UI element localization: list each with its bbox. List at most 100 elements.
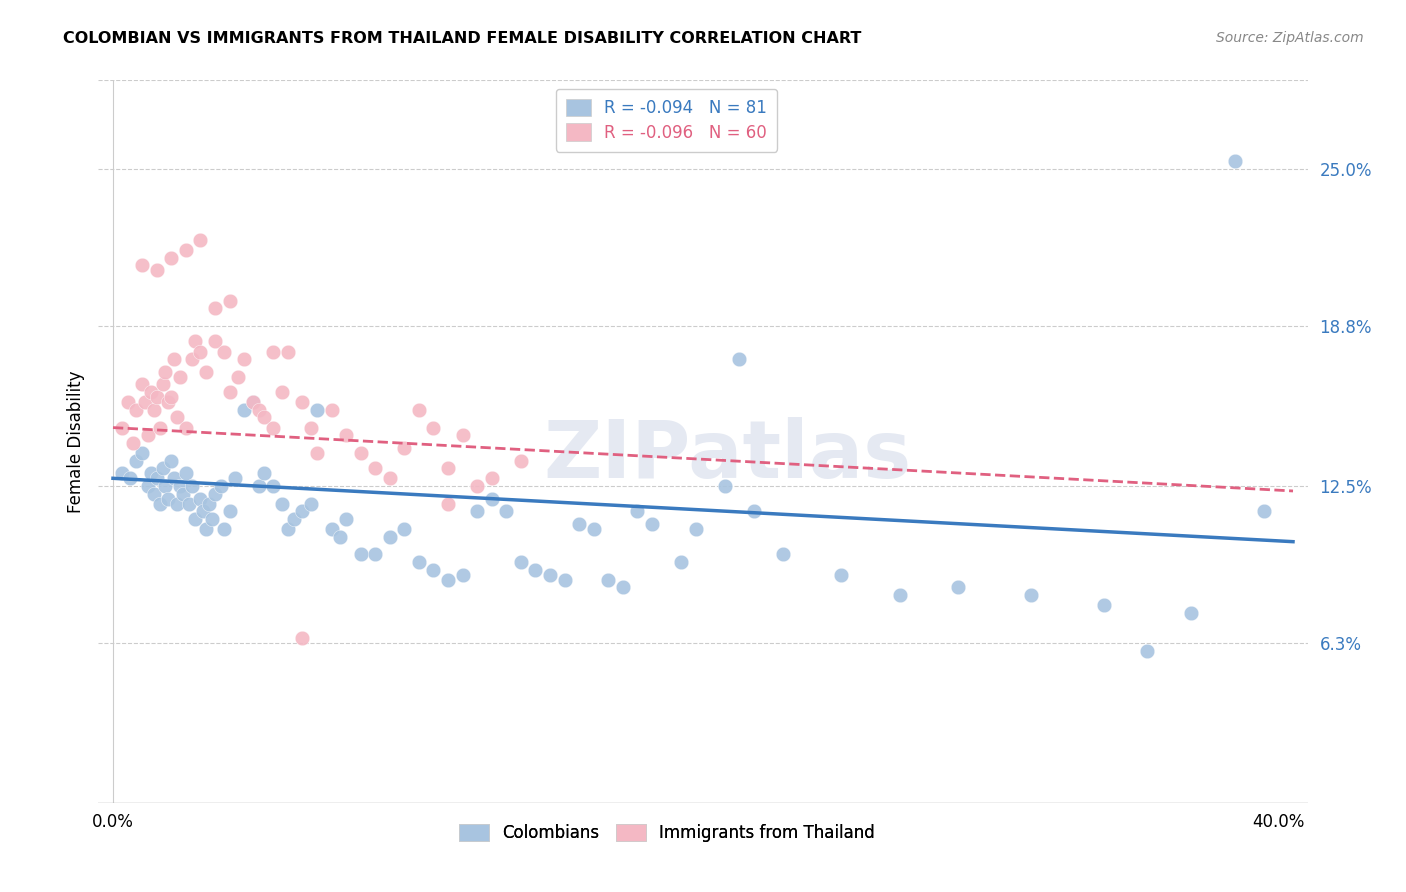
Point [378, 530, 401, 544]
Point [177, 497, 200, 511]
Point [183, 512, 205, 526]
Point [155, 479, 177, 493]
Point [198, 497, 221, 511]
Point [277, 522, 299, 536]
Point [145, 390, 167, 404]
Point [152, 377, 174, 392]
Point [174, 420, 197, 434]
Point [364, 547, 387, 561]
Point [180, 352, 202, 367]
Point [305, 402, 328, 417]
Point [193, 504, 215, 518]
Point [714, 479, 737, 493]
Point [149, 497, 172, 511]
Point [247, 479, 270, 493]
Point [117, 395, 139, 409]
Point [131, 446, 153, 460]
Point [166, 497, 188, 511]
Point [481, 471, 503, 485]
Point [524, 563, 547, 577]
Point [142, 486, 165, 500]
Point [262, 420, 284, 434]
Point [291, 504, 314, 518]
Point [277, 344, 299, 359]
Point [1223, 154, 1246, 169]
Point [131, 258, 153, 272]
Point [946, 580, 969, 594]
Point [174, 467, 197, 481]
Point [218, 293, 240, 308]
Point [728, 352, 751, 367]
Point [509, 453, 531, 467]
Point [149, 420, 172, 434]
Point [163, 471, 186, 485]
Point [465, 479, 488, 493]
Point [685, 522, 707, 536]
Point [742, 504, 765, 518]
Point [350, 446, 373, 460]
Point [145, 263, 167, 277]
Point [218, 504, 240, 518]
Point [394, 441, 416, 455]
Point [321, 522, 343, 536]
Point [262, 344, 284, 359]
Point [626, 504, 648, 518]
Text: COLOMBIAN VS IMMIGRANTS FROM THAILAND FEMALE DISABILITY CORRELATION CHART: COLOMBIAN VS IMMIGRANTS FROM THAILAND FE… [63, 31, 862, 46]
Point [772, 547, 794, 561]
Point [180, 479, 202, 493]
Legend: Colombians, Immigrants from Thailand: Colombians, Immigrants from Thailand [451, 817, 882, 848]
Point [157, 395, 180, 409]
Point [568, 516, 591, 531]
Point [155, 365, 177, 379]
Point [299, 497, 322, 511]
Point [201, 512, 224, 526]
Point [142, 402, 165, 417]
Point [612, 580, 634, 594]
Point [224, 471, 246, 485]
Point [204, 486, 226, 500]
Point [111, 467, 134, 481]
Point [465, 504, 488, 518]
Point [242, 395, 264, 409]
Point [212, 344, 235, 359]
Point [889, 588, 911, 602]
Point [233, 352, 256, 367]
Point [509, 555, 531, 569]
Point [437, 573, 460, 587]
Point [136, 428, 159, 442]
Point [204, 301, 226, 316]
Point [538, 567, 561, 582]
Point [253, 410, 276, 425]
Point [321, 402, 343, 417]
Point [481, 491, 503, 506]
Point [190, 491, 212, 506]
Point [233, 402, 256, 417]
Point [131, 377, 153, 392]
Point [378, 471, 401, 485]
Point [174, 243, 197, 257]
Point [554, 573, 576, 587]
Point [195, 365, 218, 379]
Point [204, 334, 226, 349]
Point [190, 344, 212, 359]
Point [451, 567, 474, 582]
Point [830, 567, 852, 582]
Point [1019, 588, 1042, 602]
Point [364, 461, 387, 475]
Point [437, 497, 460, 511]
Point [134, 395, 156, 409]
Point [125, 453, 148, 467]
Point [1253, 504, 1275, 518]
Point [120, 471, 142, 485]
Point [169, 370, 191, 384]
Point [394, 522, 416, 536]
Point [195, 522, 218, 536]
Point [247, 402, 270, 417]
Point [669, 555, 692, 569]
Point [139, 467, 162, 481]
Point [271, 385, 294, 400]
Point [209, 479, 232, 493]
Point [408, 555, 430, 569]
Point [271, 497, 294, 511]
Point [598, 573, 620, 587]
